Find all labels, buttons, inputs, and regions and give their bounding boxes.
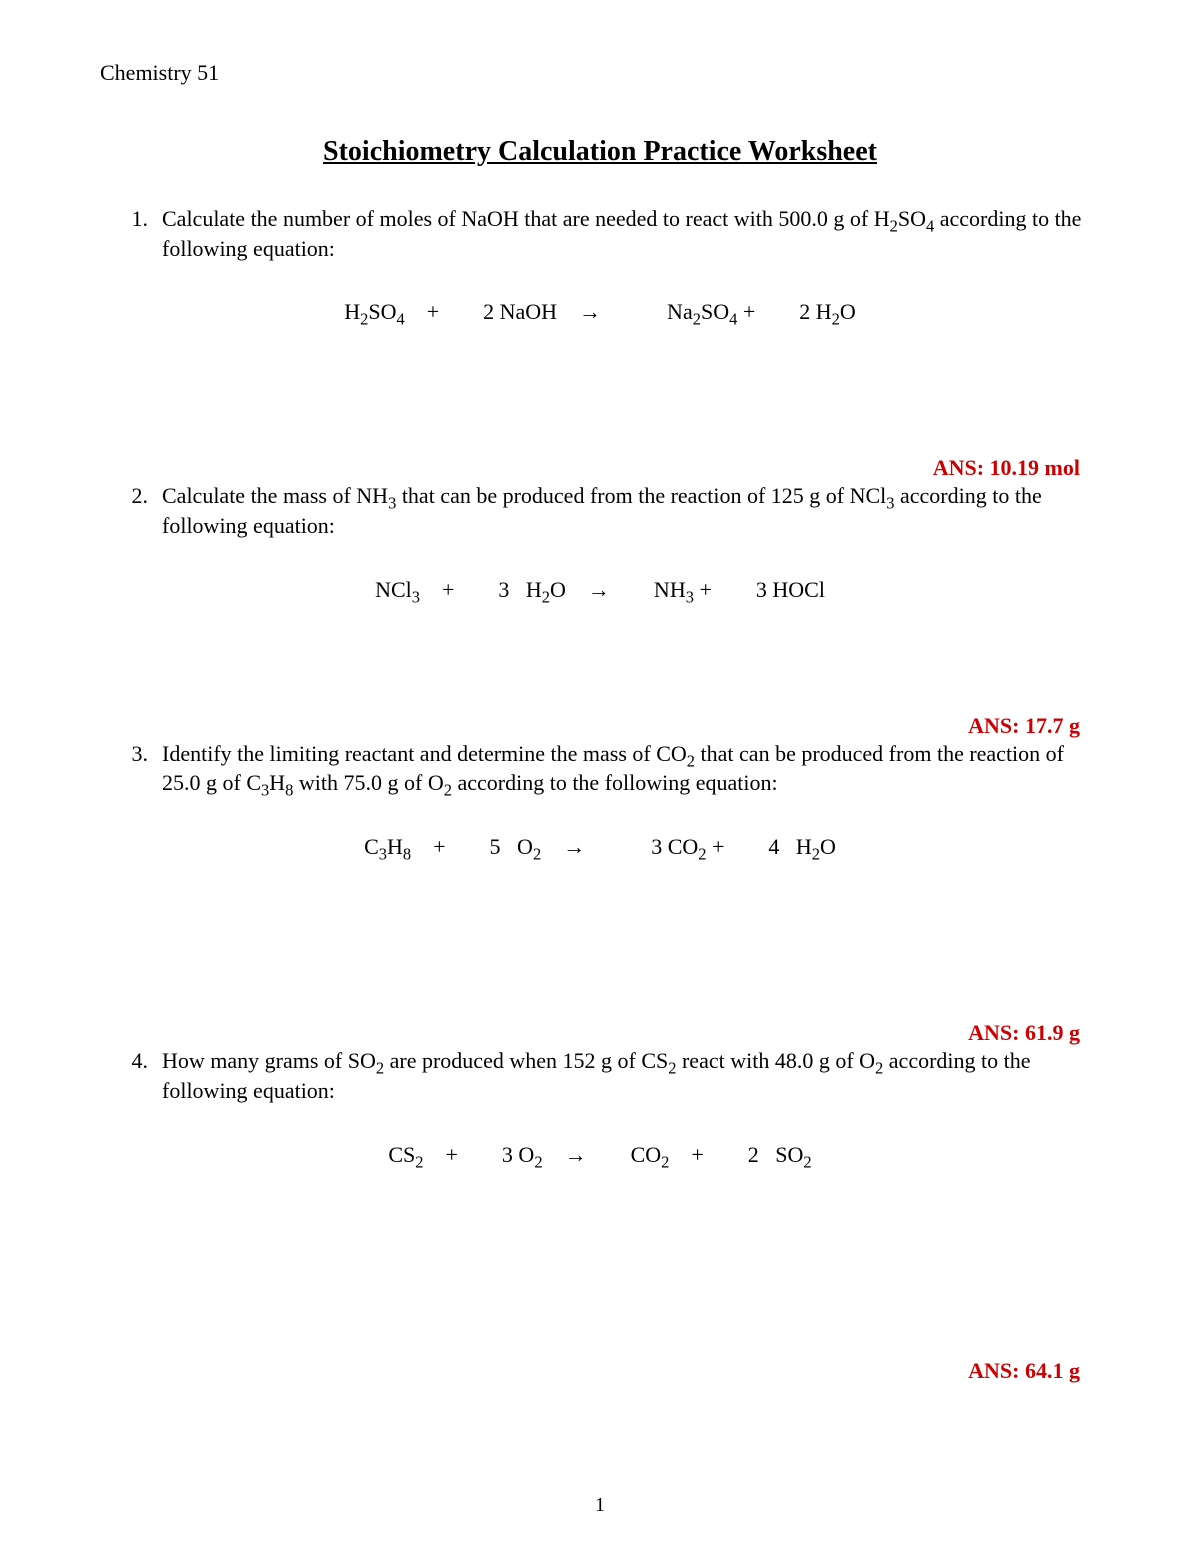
equation-2: NCl3 + 3 H2O → NH3 + 3 HOCl — [100, 577, 1100, 603]
problem-number: 1. — [100, 204, 162, 263]
page-number: 1 — [0, 1494, 1200, 1517]
equation-3: C3H8 + 5 O2 → 3 CO2 + 4 H2O — [100, 834, 1100, 860]
course-header: Chemistry 51 — [100, 60, 1100, 86]
problem-number: 2. — [100, 481, 162, 540]
problem-text: Identify the limiting reactant and deter… — [162, 739, 1100, 798]
problem-4: 4. How many grams of SO2 are produced wh… — [100, 1046, 1100, 1105]
problem-number: 3. — [100, 739, 162, 798]
problem-2: 2. Calculate the mass of NH3 that can be… — [100, 481, 1100, 540]
problem-text: Calculate the number of moles of NaOH th… — [162, 204, 1100, 263]
answer-3: ANS: 61.9 g — [100, 1020, 1100, 1046]
problem-text: Calculate the mass of NH3 that can be pr… — [162, 481, 1100, 540]
problem-3: 3. Identify the limiting reactant and de… — [100, 739, 1100, 798]
page-title: Stoichiometry Calculation Practice Works… — [100, 136, 1100, 168]
answer-1: ANS: 10.19 mol — [100, 455, 1100, 481]
worksheet-page: Chemistry 51 Stoichiometry Calculation P… — [0, 0, 1200, 1553]
problem-1: 1. Calculate the number of moles of NaOH… — [100, 204, 1100, 263]
equation-1: H2SO4 + 2 NaOH → Na2SO4 + 2 H2O — [100, 299, 1100, 325]
equation-4: CS2 + 3 O2 → CO2 + 2 SO2 — [100, 1142, 1100, 1168]
answer-2: ANS: 17.7 g — [100, 713, 1100, 739]
problem-number: 4. — [100, 1046, 162, 1105]
answer-4: ANS: 64.1 g — [100, 1358, 1100, 1384]
problem-text: How many grams of SO2 are produced when … — [162, 1046, 1100, 1105]
